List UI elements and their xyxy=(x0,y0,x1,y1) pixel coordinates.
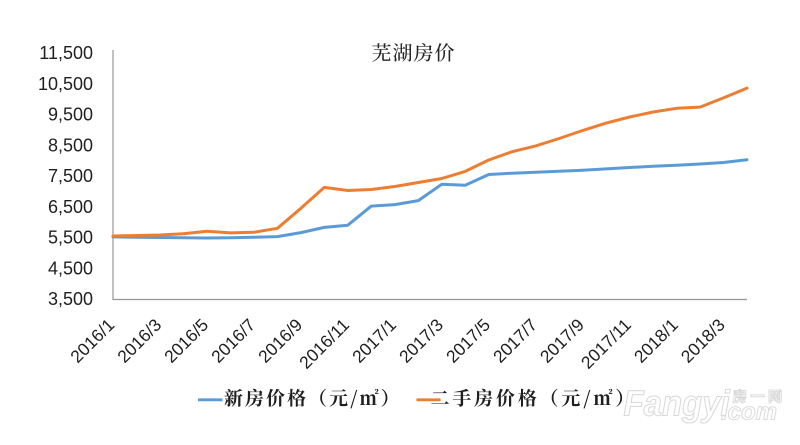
svg-text:9,500: 9,500 xyxy=(48,105,93,125)
svg-text:6,500: 6,500 xyxy=(48,197,93,217)
svg-text:8,500: 8,500 xyxy=(48,135,93,155)
svg-text:10,500: 10,500 xyxy=(38,74,93,94)
svg-text:7,500: 7,500 xyxy=(48,166,93,186)
svg-text:4,500: 4,500 xyxy=(48,258,93,278)
svg-text:11,500: 11,500 xyxy=(39,43,93,63)
svg-text:5,500: 5,500 xyxy=(48,228,93,248)
svg-text:3,500: 3,500 xyxy=(48,289,93,309)
